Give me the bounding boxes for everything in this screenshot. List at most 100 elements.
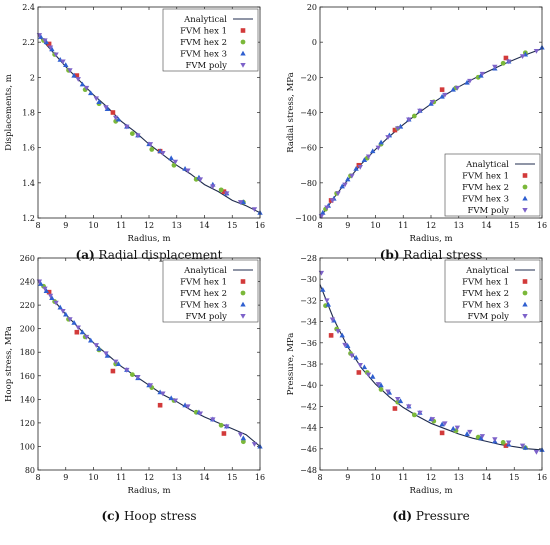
- legend-square-icon: [522, 173, 528, 178]
- triangle-down-data-point: [329, 317, 336, 323]
- x-tick-label: 16: [255, 473, 265, 482]
- triangle-down-data-point: [113, 359, 119, 365]
- circle-data-point: [129, 372, 135, 377]
- y-tick-label: 80: [25, 466, 35, 475]
- x-tick-label: 16: [537, 221, 547, 230]
- triangle-data-point: [353, 354, 359, 360]
- triangle-data-point: [79, 329, 86, 335]
- y-tick-label: 140: [20, 395, 35, 404]
- triangle-down-data-point: [47, 293, 54, 299]
- x-tick-label: 10: [88, 473, 98, 482]
- y-tick-label: 2.2: [22, 38, 35, 47]
- triangle-down-data-point: [329, 198, 336, 204]
- x-tick-label: 12: [144, 221, 154, 230]
- legend-square-icon: [240, 28, 246, 33]
- y-tick-label: −48: [300, 466, 317, 475]
- triangle-down-data-point: [533, 449, 540, 455]
- triangle-down-data-point: [395, 396, 401, 402]
- legend-circle-icon: [522, 290, 528, 296]
- triangle-down-data-point: [124, 367, 130, 373]
- y-tick-label: −30: [300, 275, 317, 284]
- triangle-data-point: [353, 165, 359, 171]
- y-tick-label: 2: [30, 73, 35, 82]
- x-tick-label: 13: [454, 473, 464, 482]
- triangle-data-point: [79, 81, 86, 87]
- triangle-data-point: [38, 281, 44, 286]
- y-tick-label: −28: [300, 254, 317, 263]
- triangle-data-point: [439, 93, 445, 99]
- square-data-point: [157, 402, 163, 408]
- x-tick-label: 16: [255, 221, 265, 230]
- x-axis-label: Radius, m: [409, 486, 452, 496]
- triangle-down-data-point: [324, 205, 330, 211]
- legend-entry-label: Analytical: [183, 266, 227, 276]
- legend-square-icon: [240, 279, 246, 284]
- triangle-data-point: [339, 332, 345, 338]
- y-tick-label: 180: [20, 348, 35, 357]
- legend-entry-label: FVM hex 2: [462, 183, 509, 193]
- triangle-data-point: [88, 90, 94, 96]
- plot-frame: [37, 6, 261, 219]
- triangle-down-data-point: [385, 135, 391, 140]
- y-tick-label: 100: [20, 442, 35, 451]
- caption-letter: (d): [392, 509, 412, 523]
- legend-entry-label: FVM poly: [185, 61, 227, 71]
- plot-frame: [319, 6, 543, 219]
- triangle-data-point: [464, 431, 470, 436]
- triangle-data-point: [71, 319, 77, 325]
- triangle-down-data-point: [429, 417, 436, 422]
- circle-data-point: [218, 422, 224, 428]
- square-data-point: [74, 329, 80, 335]
- x-tick-label: 9: [63, 221, 68, 230]
- subfigure-caption: (b) Radial stress: [380, 248, 483, 262]
- square-data-point: [46, 289, 52, 295]
- x-tick-label: 13: [172, 473, 182, 482]
- triangle-down-data-point: [429, 99, 436, 105]
- legend-entry-label: FVM hex 1: [462, 278, 509, 288]
- x-tick-label: 11: [116, 473, 126, 482]
- triangle-down-data-point: [335, 329, 341, 334]
- caption-text: Hoop stress: [120, 509, 196, 523]
- y-tick-label: −36: [300, 339, 317, 348]
- y-tick-label: −40: [300, 381, 317, 390]
- triangle-down-data-point: [42, 38, 48, 44]
- triangle-data-point: [378, 382, 384, 388]
- legend-triangle-icon: [522, 195, 528, 201]
- triangle-down-data-point: [251, 442, 258, 447]
- x-tick-label: 9: [345, 221, 350, 230]
- x-tick-label: 8: [317, 473, 322, 482]
- triangle-down-data-point: [185, 404, 191, 410]
- circle-data-point: [500, 440, 506, 445]
- x-tick-label: 12: [426, 473, 436, 482]
- y-tick-label: −100: [295, 214, 317, 223]
- plot-frame: [37, 257, 261, 471]
- triangle-down-data-point: [365, 372, 372, 378]
- triangle-down-data-point: [113, 115, 119, 121]
- triangle-data-point: [320, 287, 326, 292]
- triangle-data-point: [339, 183, 345, 189]
- y-tick-label: 120: [20, 419, 35, 428]
- y-tick-label: 0: [312, 38, 317, 47]
- triangle-down-data-point: [454, 85, 461, 91]
- chart-panel-3: 8 9 10 11 12 13 14 15 16 80 100 120 140 160 180 200 220 2…: [4, 254, 265, 523]
- x-tick-label: 13: [454, 221, 464, 230]
- triangle-data-point: [361, 157, 368, 162]
- x-tick-label: 13: [172, 221, 182, 230]
- triangle-down-data-point: [93, 96, 99, 102]
- subfigure-caption: (a) Radial displacement: [76, 248, 223, 262]
- legend-entry-label: Analytical: [465, 160, 509, 170]
- triangle-down-data-point: [318, 270, 325, 276]
- subfigure-caption: (d) Pressure: [392, 509, 469, 523]
- triangle-data-point: [361, 364, 368, 370]
- legend-entry-label: FVM hex 2: [462, 289, 509, 299]
- triangle-data-point: [240, 199, 247, 205]
- subfigure-caption: (c) Hoop stress: [101, 509, 196, 523]
- triangle-data-point: [96, 345, 102, 351]
- legend-triangle-icon: [522, 301, 528, 307]
- legend-entry-label: FVM hex 1: [180, 27, 227, 37]
- triangle-down-data-point: [324, 298, 330, 304]
- triangle-down-data-point: [103, 351, 109, 357]
- triangle-data-point: [71, 72, 77, 78]
- triangle-data-point: [370, 148, 376, 154]
- x-tick-label: 9: [345, 473, 350, 482]
